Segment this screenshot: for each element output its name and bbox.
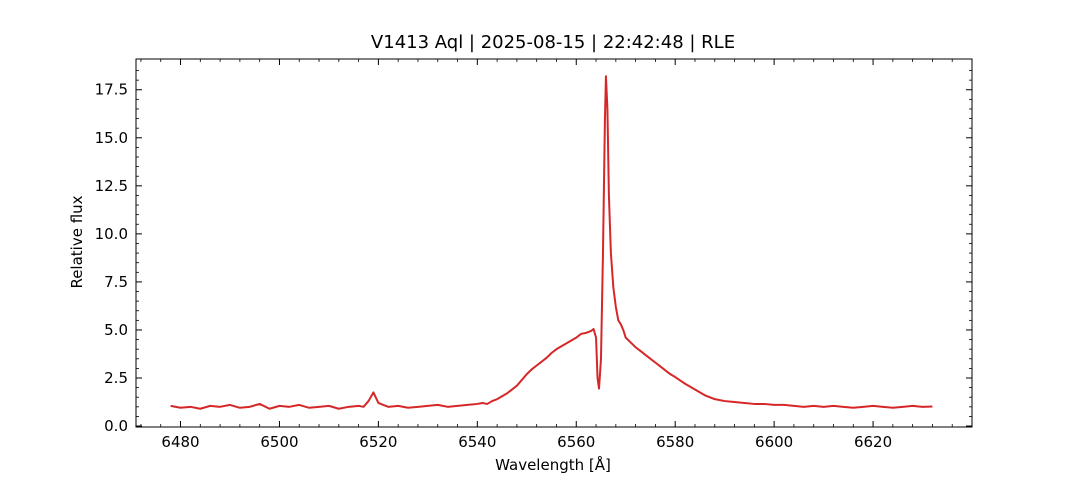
x-tick-label: 6560 [557,433,595,451]
y-axis-ticks: 0.0 2.5 5.0 7.5 10.0 12.5 15.0 17.5 [95,70,972,435]
y-tick-label: 10.0 [95,225,128,243]
y-tick-label: 17.5 [95,81,128,99]
x-axis-title: Wavelength [Å] [495,455,611,474]
x-tick-label: 6540 [458,433,496,451]
y-tick-label: 7.5 [104,273,128,291]
x-axis-ticks: 6480 6500 6520 6540 6560 6580 6600 6620 [140,59,973,451]
y-tick-label: 2.5 [104,369,128,387]
y-axis-title: Relative flux [68,195,86,288]
y-tick-label: 12.5 [95,177,128,195]
y-tick-label: 5.0 [104,321,128,339]
x-tick-label: 6480 [161,433,199,451]
y-tick-label: 0.0 [104,417,128,435]
y-tick-label: 15.0 [95,129,128,147]
plot-area [170,75,933,410]
x-tick-label: 6580 [656,433,694,451]
spectrum-line [170,75,933,410]
plot-frame [135,58,973,428]
chart-title: V1413 Aql | 2025-08-15 | 22:42:48 | RLE [371,32,735,53]
x-tick-label: 6500 [260,433,298,451]
x-tick-label: 6520 [359,433,397,451]
x-tick-label: 6620 [854,433,892,451]
x-tick-label: 6600 [755,433,793,451]
